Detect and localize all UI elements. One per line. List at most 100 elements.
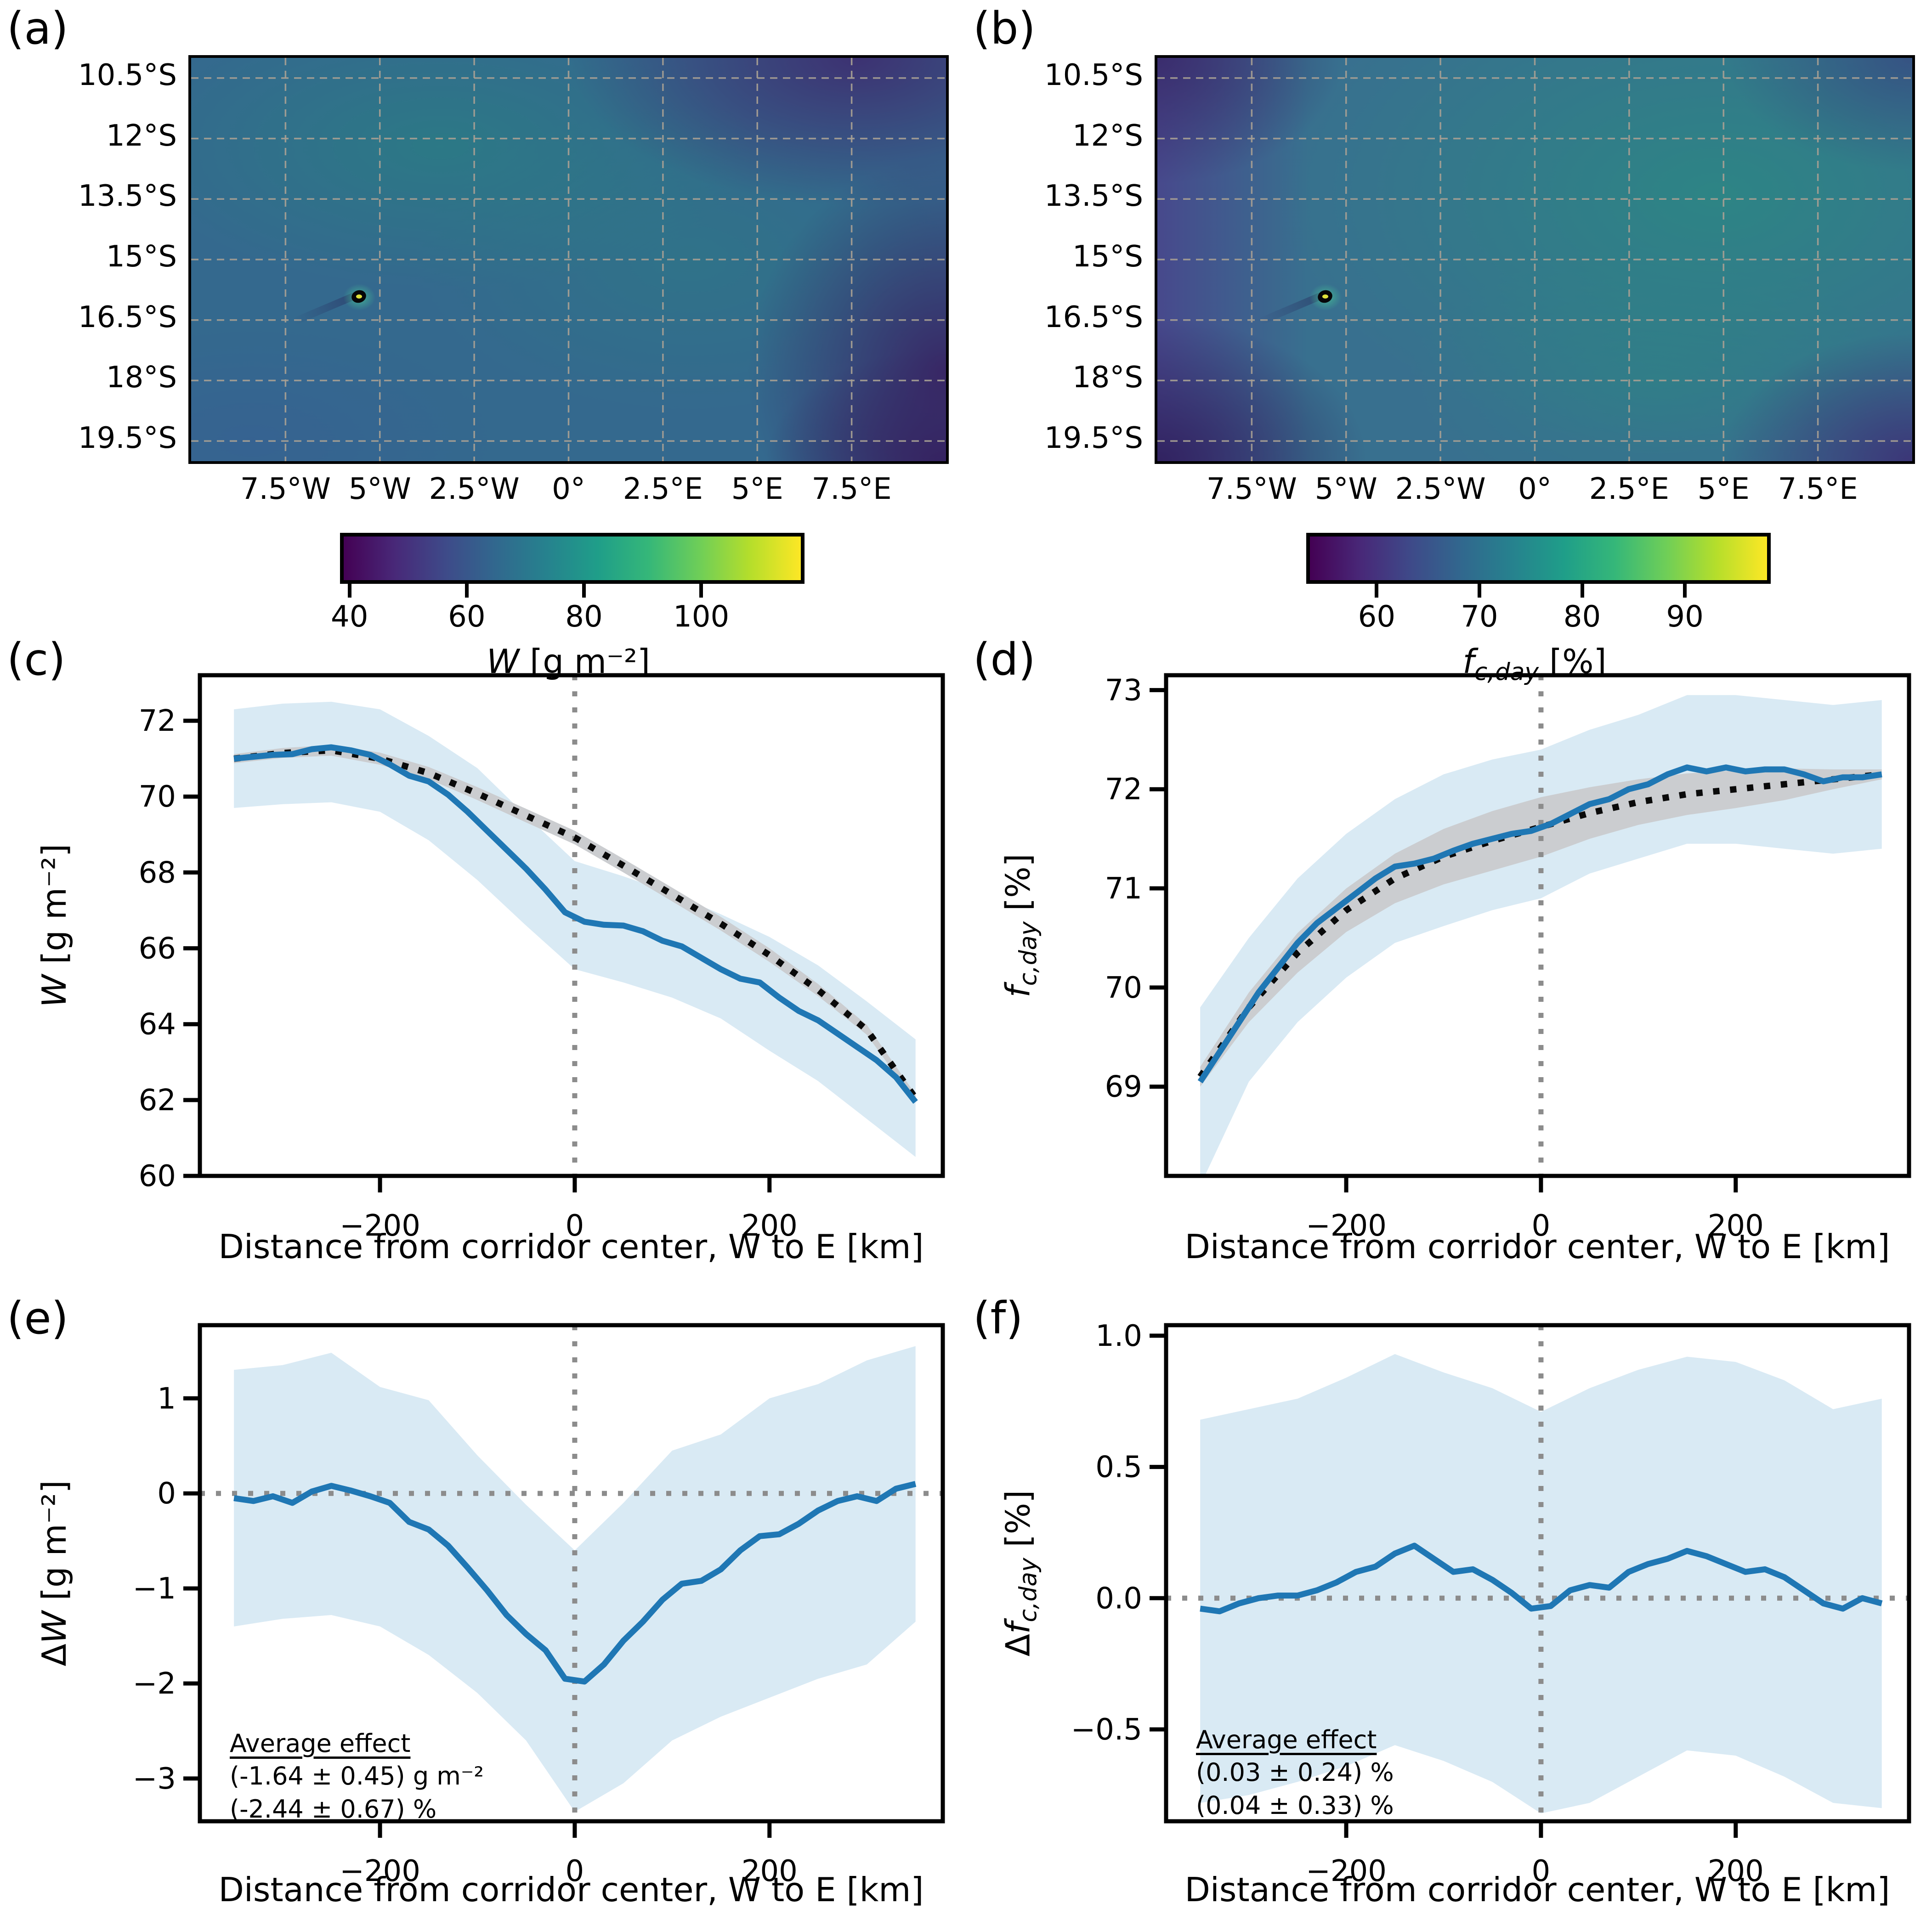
- plot-frame: [198, 673, 945, 1178]
- average-effect-annotation: Average effect (-1.64 ± 0.45) g m⁻² (-2.…: [230, 1727, 484, 1825]
- confidence-band-blue: [234, 1346, 916, 1812]
- chart-e-ylabel: ΔW [g m⁻²]: [35, 1480, 74, 1666]
- lon-tick-label: 7.5°W: [240, 472, 331, 506]
- confidence-band-blue: [1200, 695, 1882, 1176]
- colorbar-tick: [347, 584, 351, 598]
- lat-tick-label: 13.5°S: [1044, 179, 1143, 214]
- x-tick-label: 200: [742, 1209, 798, 1243]
- colorbar-tick: [1375, 584, 1379, 598]
- lon-tick-label: 7.5°E: [811, 472, 892, 506]
- y-tick-label: 68: [139, 856, 176, 890]
- variable-subscript: c,day: [1014, 921, 1042, 986]
- y-tick-label: −2: [133, 1667, 176, 1701]
- annotation-title: Average effect: [230, 1729, 411, 1758]
- y-tick-label: 1.0: [1095, 1319, 1142, 1353]
- panel-a: (a) 10.5°S 12°S 13.5°S 15°S 16.5°S 18°S 19.5°S…: [0, 0, 966, 681]
- panel-b-letter: (b): [973, 3, 1036, 54]
- lon-tick-label: 7.5°E: [1778, 472, 1858, 506]
- chart-c-xlabel: Distance from corridor center, W to E [k…: [218, 1227, 924, 1266]
- panel-d: (d) −200 0 200 69 70 71 72 73 fc,day [%] Distan…: [966, 638, 1932, 1277]
- lon-tick-label: 5°W: [1314, 472, 1377, 506]
- colorbar-tick: [1580, 584, 1584, 598]
- average-effect-annotation: Average effect (0.03 ± 0.24) % (0.04 ± 0…: [1196, 1723, 1394, 1822]
- observed-mean-line: [1200, 1542, 1883, 1615]
- lat-tick-label: 13.5°S: [78, 179, 177, 214]
- x-tick-label: 0: [566, 1209, 584, 1243]
- island-peak: [1322, 294, 1328, 299]
- colorbar-tick-label: 80: [1563, 600, 1601, 634]
- annotation-title: Average effect: [1196, 1725, 1377, 1754]
- variable-symbol: f: [998, 1622, 1037, 1634]
- map-b-gridlines: [1157, 58, 1912, 461]
- x-tick-label: 0: [566, 1854, 584, 1888]
- x-tick-label: 200: [1708, 1209, 1764, 1243]
- y-tick-label: 73: [1105, 673, 1142, 707]
- chart-content: [200, 1325, 943, 1821]
- chart-c-ylabel: W [g m⁻²]: [35, 844, 74, 1007]
- y-tick-label: 70: [1105, 971, 1142, 1005]
- lat-tick-label: 16.5°S: [1044, 300, 1143, 334]
- colorbar-a: [340, 533, 805, 584]
- plot-frame: [1164, 673, 1911, 1178]
- colorbar-tick: [582, 584, 586, 598]
- lon-tick-label: 0°: [552, 472, 585, 506]
- confidence-band-gray: [1200, 768, 1882, 1087]
- island-marker: [292, 283, 375, 325]
- variable-symbol: f: [998, 986, 1037, 998]
- lon-tick-label: 2.5°E: [623, 472, 703, 506]
- panel-c-letter: (c): [7, 634, 66, 685]
- y-tick-label: 60: [139, 1159, 176, 1193]
- y-tick-label: 0: [157, 1477, 176, 1511]
- lon-tick-label: 5°W: [348, 472, 411, 506]
- variable-symbol: W: [35, 1611, 74, 1644]
- colorbar-tick: [1477, 584, 1481, 598]
- x-tick-label: −200: [1306, 1854, 1387, 1888]
- map-b: [1155, 55, 1915, 464]
- x-tick-label: 0: [1532, 1854, 1551, 1888]
- island-peak: [356, 294, 362, 299]
- chart-f-plot: −200 0 200 −0.5 0.0 0.5 1.0: [1071, 1319, 1911, 1888]
- chart-d-plot: −200 0 200 69 70 71 72 73: [1105, 673, 1911, 1243]
- y-tick-label: 71: [1105, 872, 1142, 906]
- x-tick-label: 200: [1708, 1854, 1764, 1888]
- x-tick-label: −200: [1306, 1209, 1387, 1243]
- y-tick-label: 0.5: [1095, 1451, 1142, 1485]
- x-tick-label: 0: [1532, 1209, 1551, 1243]
- lat-tick-label: 18°S: [106, 361, 177, 395]
- lon-tick-label: 2.5°E: [1589, 472, 1669, 506]
- y-tick-label: 69: [1105, 1070, 1142, 1104]
- variable-symbol: W: [35, 974, 74, 1007]
- lat-tick-label: 15°S: [106, 240, 177, 274]
- y-tick-label: −0.5: [1071, 1713, 1142, 1747]
- lon-tick-label: 0°: [1518, 472, 1552, 506]
- panel-b: (b) 10.5°S 12°S 13.5°S 15°S 16.5°S 18°S 19.5°S…: [966, 0, 1932, 686]
- chart-d-ylabel: fc,day [%]: [998, 853, 1042, 998]
- y-tick-label: 72: [139, 704, 176, 738]
- lat-tick-label: 19.5°S: [78, 421, 177, 456]
- lat-tick-label: 10.5°S: [1044, 58, 1143, 92]
- colorbar-tick-label: 40: [331, 600, 368, 634]
- colorbar-tick-label: 60: [448, 600, 486, 634]
- annotation-line: (0.03 ± 0.24) %: [1196, 1758, 1394, 1787]
- lat-tick-label: 16.5°S: [78, 300, 177, 334]
- x-tick-label: 200: [742, 1854, 798, 1888]
- x-tick-label: −200: [340, 1854, 420, 1888]
- lat-tick-label: 12°S: [1072, 119, 1143, 153]
- chart-c-plot: −200 0 200 60 62 64 66 68 70 72: [139, 673, 945, 1243]
- colorbar-tick-label: 70: [1461, 600, 1498, 634]
- colorbar-tick: [699, 584, 703, 598]
- map-a-gridlines: [191, 58, 946, 461]
- y-tick-label: −3: [133, 1762, 176, 1796]
- observed-mean-line: [1197, 764, 1882, 1084]
- chart-content: [1166, 1325, 1909, 1821]
- y-tick-label: 64: [139, 1008, 176, 1042]
- panel-a-letter: (a): [7, 3, 68, 54]
- lat-tick-label: 15°S: [1072, 240, 1143, 274]
- annotation-line: (-1.64 ± 0.45) g m⁻²: [230, 1762, 484, 1791]
- y-tick-label: 66: [139, 932, 176, 966]
- lon-tick-label: 2.5°W: [429, 472, 520, 506]
- annotation-line: (-2.44 ± 0.67) %: [230, 1794, 437, 1824]
- map-a: [188, 55, 949, 464]
- island-marker: [1258, 283, 1342, 325]
- confidence-band-blue: [234, 701, 916, 1157]
